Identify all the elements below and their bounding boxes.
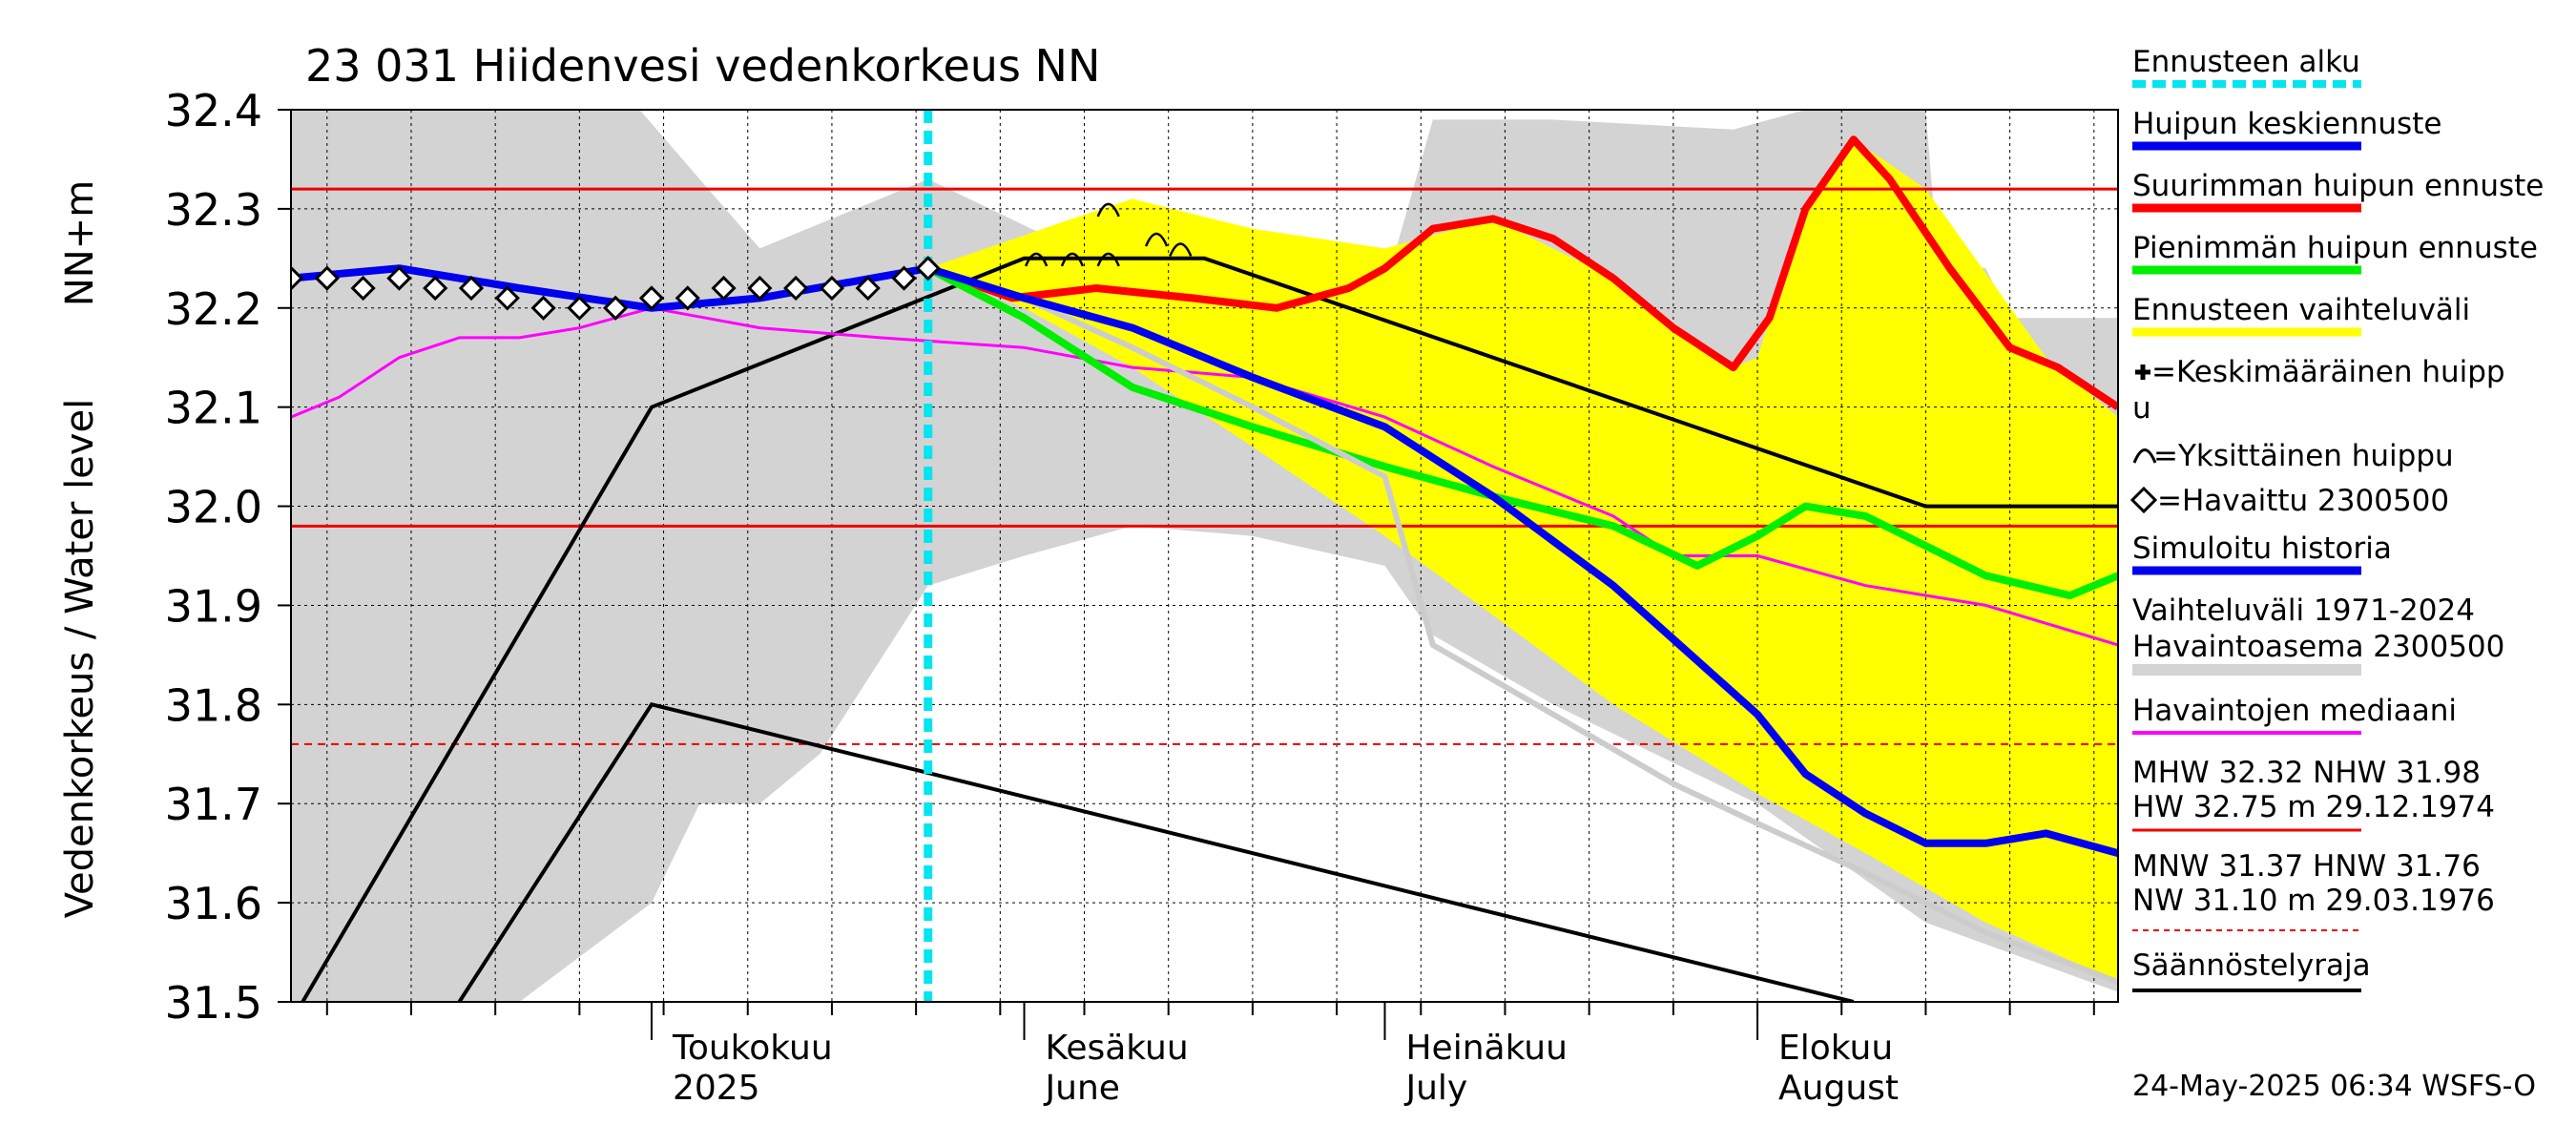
single-peak-marker [1144,232,1169,247]
observed-point [350,275,376,302]
y-axis-unit: NN+m [58,180,102,306]
y-tick-label: 32.3 [165,184,262,236]
observed-point [711,275,737,302]
legend-forecast-range-label: Ennusteen vaihteluväli [2132,293,2470,327]
single-peak-arc-icon [2132,448,2157,464]
legend-stats-mnw: MNW 31.37 HNW 31.76 [2132,849,2481,884]
legend-stats-nw: NW 31.10 m 29.03.1976 [2132,884,2495,918]
y-tick-label: 31.5 [165,977,262,1029]
legend-range-label-station: Havaintoasema 2300500 [2132,630,2504,664]
y-tick-label: 32.4 [165,85,262,136]
legend-forecast-start-label: Ennusteen alku [2132,45,2360,79]
avg-peak-plus-icon [2135,364,2150,380]
observed-point [567,295,592,321]
month-label-secondary: July [1403,1069,1467,1108]
observed-point [747,275,773,302]
y-tick-label: 31.8 [165,679,262,731]
series-havaintojen-mediaani [291,306,2118,647]
single-peak-marker [1024,252,1049,267]
observed-point [891,265,917,291]
observed-point [915,256,941,281]
y-tick-label: 32.2 [165,283,262,335]
observed-point [783,275,809,302]
footer-timestamp: 24-May-2025 06:34 WSFS-O [2132,1070,2536,1103]
y-tick-label: 32.0 [165,482,262,533]
legend-avg-peak-label: =Keskimääräinen huipp [2151,355,2505,389]
chart-title: 23 031 Hiidenvesi vedenkorkeus NN [305,40,1100,92]
series-pienimm-n-huipun-ennuste [925,264,2118,600]
observed-point [675,285,700,311]
observed-point [423,275,448,302]
y-axis-label: Vedenkorkeus / Water level [58,399,102,918]
single-peak-marker [1169,242,1193,257]
month-label-secondary: August [1778,1069,1899,1108]
single-peak-marker [1096,252,1120,267]
observed-diamond-icon [2129,486,2158,514]
observed-point [458,275,485,302]
month-label: Toukokuu [672,1029,833,1068]
observed-point [855,275,881,302]
observed-point [314,265,340,291]
month-label-secondary: June [1044,1069,1120,1108]
observed-point [530,295,556,321]
legend-median-label: Havaintojen mediaani [2132,694,2457,728]
legend-avg-peak-label-cont: u [2132,391,2151,426]
series-simuloitu-historia [1023,295,2118,986]
legend-range-label: Vaihteluväli 1971-2024 [2132,593,2475,628]
month-label-secondary: 2025 [673,1069,760,1108]
legend-max-peak-label: Suurimman huipun ennuste [2132,169,2544,203]
observed-markers [291,256,941,321]
month-label: Heinäkuu [1405,1029,1567,1068]
legend-stats-mhw: MHW 32.32 NHW 31.98 [2132,756,2481,790]
plot-border [290,109,2119,1003]
y-tick-label: 32.1 [165,383,262,434]
y-tick-label: 31.7 [165,779,262,830]
single-peak-marker [1060,252,1085,267]
legend-regulation-label: Säännöstelyraja [2132,948,2371,983]
observed-point [819,275,845,302]
month-label: Kesäkuu [1046,1029,1189,1068]
y-tick-label: 31.6 [165,878,262,929]
single-peak-marker [1096,202,1120,218]
observed-point [638,285,665,311]
axes: 31.5 31.6 31.7 31.8 31.9 32.0 32.1 32.2 32.3 32.4… [58,85,2095,1108]
series-suurimman-huipun-ennuste [926,135,2118,411]
observed-point [386,265,412,291]
y-tick-label: 31.9 [165,580,262,632]
legend-single-peak-label: =Yksittäinen huippu [2153,439,2454,473]
observed-point [291,265,304,291]
legend-observed-label: =Havaittu 2300500 [2157,484,2449,518]
legend-simulated-label: Simuloitu historia [2132,531,2392,566]
observed-point [603,295,629,321]
plot-frame [290,109,2119,1003]
legend-mean-peak-label: Huipun keskiennuste [2132,107,2441,141]
forecast-range-band [927,139,2118,983]
month-label: Elokuu [1778,1029,1893,1068]
plot-area [291,110,2118,1002]
legend-min-peak-label: Pienimmän huipun ennuste [2132,231,2538,265]
observed-point [494,285,520,311]
regulation-limit-lower [457,702,1855,1002]
legend-stats-hw: HW 32.75 m 29.12.1974 [2132,790,2495,824]
legend: Ennusteen alku Huipun keskiennuste Suurimm… [2129,45,2544,992]
